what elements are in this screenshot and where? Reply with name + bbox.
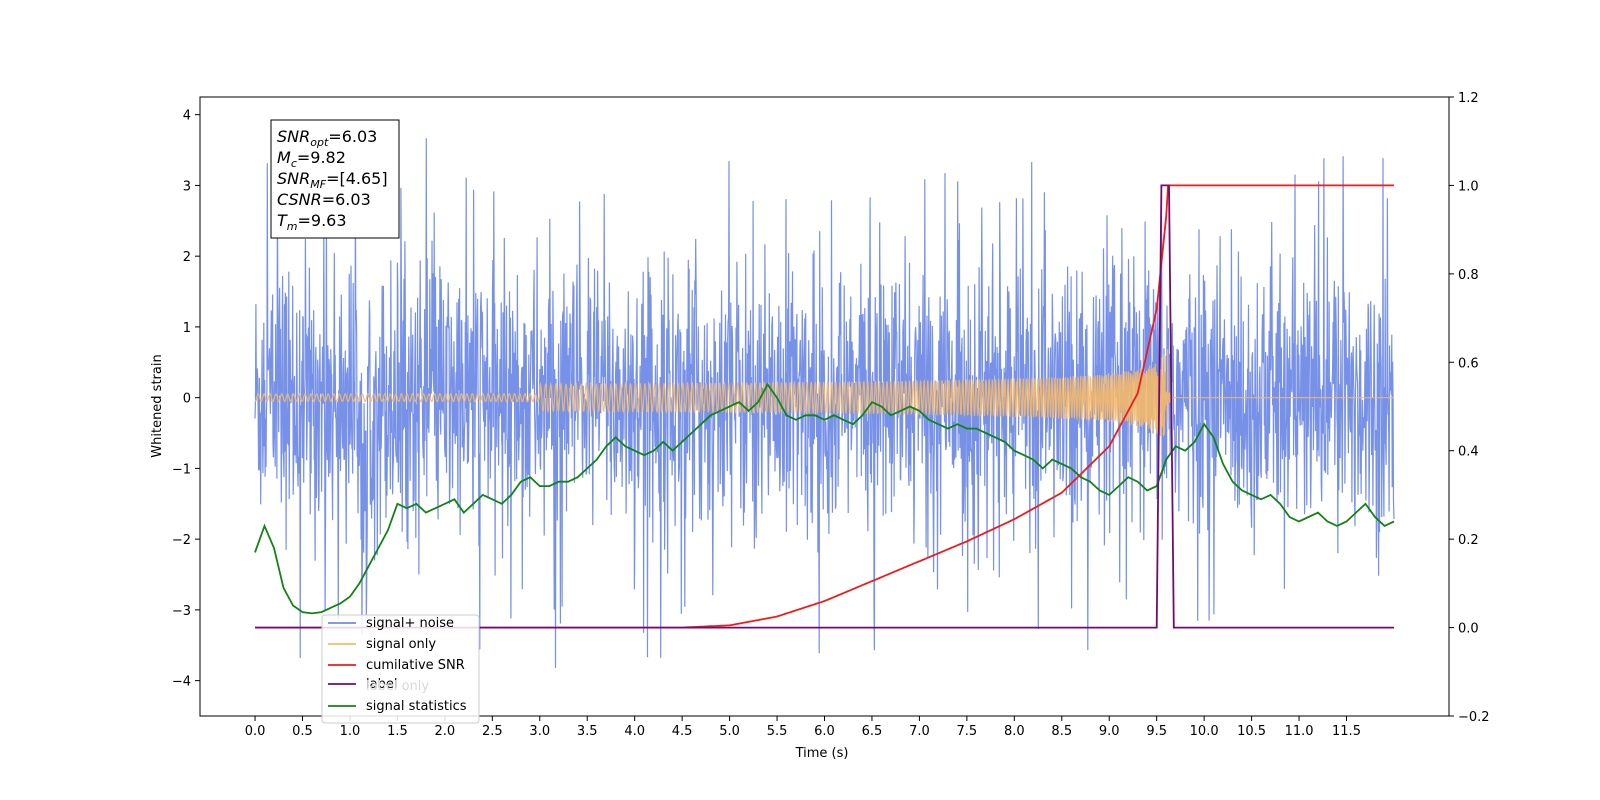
x-tick-label: 9.5: [1146, 724, 1167, 739]
x-tick-label: 7.5: [957, 724, 978, 739]
y-tick-label-right: 0.8: [1458, 268, 1479, 283]
legend-label: signal statistics: [366, 699, 467, 714]
signal-only-series: [254, 349, 1394, 437]
y-tick-label-left: 4: [183, 109, 191, 124]
plot-area: [254, 138, 1395, 668]
y-tick-label-right: 0.2: [1458, 533, 1479, 548]
y-tick-label-left: −2: [172, 533, 191, 548]
y-tick-label-left: 3: [183, 179, 191, 194]
label-line: [255, 184, 1394, 629]
signal-only-line: [254, 349, 1394, 437]
x-tick-label: 11.5: [1332, 724, 1361, 739]
legend-label: cumilative SNR: [366, 658, 465, 673]
y-tick-label-left: 0: [183, 392, 191, 407]
x-tick-label: 4.0: [624, 724, 645, 739]
label-series: [255, 184, 1394, 629]
x-tick-label: 0.0: [245, 724, 266, 739]
x-tick-label: 10.0: [1190, 724, 1219, 739]
x-tick-label: 1.5: [387, 724, 408, 739]
signal-statistics-series: [254, 382, 1395, 615]
y-tick-label-left: −4: [172, 675, 191, 690]
y-tick-label-left: −1: [172, 462, 191, 477]
y-tick-label-right: 0.6: [1458, 356, 1479, 371]
y-axis-label: Whitened strain: [150, 354, 165, 457]
info-line: Mc=9.82: [277, 148, 346, 170]
legend: signal+ noise signal only cumilative SNR la…: [321, 614, 480, 724]
x-tick-label: 5.5: [767, 724, 788, 739]
x-tick-label: 10.5: [1237, 724, 1266, 739]
x-tick-label: 1.0: [340, 724, 361, 739]
legend-label: label only: [366, 679, 429, 694]
y-tick-label-right: 1.2: [1458, 91, 1479, 106]
y-tick-label-left: 2: [183, 250, 191, 265]
x-tick-label: 6.0: [814, 724, 835, 739]
info-line: CSNR=6.03: [277, 190, 371, 209]
x-tick-label: 8.0: [1004, 724, 1025, 739]
signal-noise-series: [254, 138, 1395, 668]
y-tick-label-right: 0.0: [1458, 622, 1479, 637]
x-tick-label: 7.0: [909, 724, 930, 739]
signal-noise-line: [254, 138, 1395, 668]
y-tick-label-left: −3: [172, 604, 191, 619]
x-tick-label: 0.5: [292, 724, 313, 739]
x-tick-label: 3.5: [577, 724, 598, 739]
x-tick-label: 8.5: [1051, 724, 1072, 739]
x-axis-label: Time (s): [795, 746, 849, 761]
x-tick-label: 11.0: [1285, 724, 1314, 739]
info-line: Tm=9.63: [277, 211, 347, 233]
x-tick-label: 2.0: [435, 724, 456, 739]
y-tick-label-right: 0.4: [1458, 445, 1479, 460]
signal-statistics-line: [254, 382, 1395, 615]
x-tick-label: 2.5: [482, 724, 503, 739]
x-tick-label: 6.5: [862, 724, 883, 739]
x-tick-label: 3.0: [529, 724, 550, 739]
y-tick-label-right: 1.0: [1458, 179, 1479, 194]
y-tick-label-right: −0.2: [1458, 710, 1490, 725]
y-tick-label-left: 1: [183, 321, 191, 336]
y-axis-right: 1.2 1.0 0.8 0.6 0.4 0.2 0.0 −0.2: [1449, 91, 1490, 725]
legend-label: signal only: [366, 637, 436, 652]
x-tick-label: 9.0: [1099, 724, 1120, 739]
x-axis: 0.0 0.5 1.0 1.5 2.0 2.5 3.0 3.5 4.0 4.5 5.0 5.5 6.0 6…: [245, 716, 1361, 739]
info-line: SNRopt=6.03: [277, 127, 377, 149]
x-tick-label: 5.0: [719, 724, 740, 739]
legend-label: label: [366, 677, 397, 692]
legend-label: signal+ noise: [366, 616, 454, 631]
y-axis-left: 4 3 2 1 0 −1 −2 −3 −4: [172, 109, 200, 690]
x-tick-label: 4.5: [672, 724, 693, 739]
info-line: SNRMF=[4.65]: [277, 169, 388, 191]
